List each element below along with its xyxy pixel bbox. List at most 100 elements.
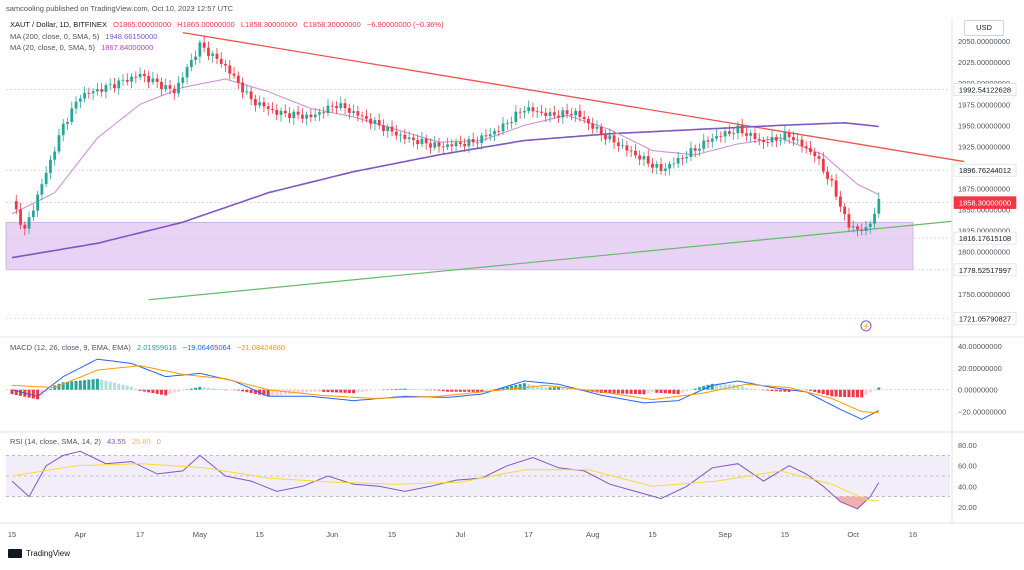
macd-histogram-bar xyxy=(860,389,864,398)
macd-histogram-bar xyxy=(189,388,193,390)
candle-body xyxy=(83,93,86,99)
candle-body xyxy=(548,112,552,116)
macd-histogram-bar xyxy=(633,389,637,395)
candle-body xyxy=(245,91,249,93)
candle-body xyxy=(300,114,304,119)
candle-body xyxy=(587,118,590,124)
candle-body xyxy=(749,133,753,136)
macd-histogram-bar xyxy=(800,389,804,391)
time-axis-tick: 16 xyxy=(909,530,917,539)
candle-body xyxy=(796,139,800,141)
macd-histogram-bar xyxy=(638,389,642,395)
rsi-ma-line xyxy=(11,463,879,502)
macd-histogram-bar xyxy=(262,389,266,396)
macd-histogram-bar xyxy=(19,389,23,396)
ma20-label: MA (20, close, 0, SMA, 5) xyxy=(10,43,96,52)
candle-body xyxy=(787,132,791,138)
candle-body xyxy=(292,111,296,119)
macd-histogram-bar xyxy=(300,389,304,393)
candle-body xyxy=(689,148,693,157)
macd-histogram-bar xyxy=(296,389,300,394)
support-trendline xyxy=(148,220,952,301)
candle-body xyxy=(446,144,449,148)
macd-histogram-bar xyxy=(510,385,514,390)
candle-body xyxy=(232,73,236,76)
macd-histogram-bar xyxy=(31,389,35,399)
candle-body xyxy=(745,133,748,136)
candle-body xyxy=(693,148,697,151)
time-axis-tick: Aug xyxy=(586,530,599,539)
candle-body xyxy=(296,111,300,115)
macd-histogram-bar xyxy=(339,389,343,393)
macd-histogram-bar xyxy=(309,389,313,392)
macd-histogram-bar xyxy=(604,389,608,394)
macd-histogram-bar xyxy=(565,388,569,390)
time-axis-tick: Jul xyxy=(456,530,466,539)
price-axis-tick: 1975.00000000 xyxy=(958,100,1010,109)
macd-histogram-bar xyxy=(501,387,505,390)
time-axis-tick: 17 xyxy=(136,530,144,539)
macd-histogram-bar xyxy=(369,389,373,391)
candle-body xyxy=(31,210,35,218)
candle-body xyxy=(121,79,125,81)
macd-histogram-bar xyxy=(813,389,817,392)
macd-histogram-bar xyxy=(10,389,14,395)
macd-histogram-bar xyxy=(599,389,603,394)
candle-body xyxy=(642,156,646,160)
candle-body xyxy=(736,125,740,134)
macd-histogram-bar xyxy=(420,389,424,391)
macd-histogram-bar xyxy=(177,389,181,392)
candle-body xyxy=(838,196,842,207)
footer-brand[interactable]: TradingView xyxy=(8,549,70,558)
candle-body xyxy=(283,110,287,114)
candle-body xyxy=(61,123,65,136)
currency-button[interactable]: USD xyxy=(964,20,1004,36)
candle-body xyxy=(557,115,560,118)
candle-body xyxy=(258,102,262,106)
candle-body xyxy=(437,142,441,147)
candle-body xyxy=(732,133,736,134)
candle-body xyxy=(762,140,765,143)
candle-body xyxy=(608,135,612,140)
macd-histogram-bar xyxy=(83,380,87,390)
candle-body xyxy=(224,63,227,66)
candle-body xyxy=(864,227,868,231)
price-level-label: 1778.52517997 xyxy=(959,266,1011,275)
candle-body xyxy=(851,226,855,228)
macd-histogram-bar xyxy=(360,389,364,392)
macd-histogram-bar xyxy=(253,389,257,394)
price-axis-tick: 2050.00000000 xyxy=(958,37,1010,46)
macd-histogram-bar xyxy=(544,387,548,390)
candle-body xyxy=(540,111,543,113)
macd-histogram-bar xyxy=(616,389,620,394)
rsi-axis-tick: 80.00 xyxy=(958,441,977,450)
time-axis-tick: May xyxy=(193,530,207,539)
ma20-line xyxy=(11,78,880,215)
candle-body xyxy=(279,110,283,115)
candle-body xyxy=(655,164,659,168)
macd-histogram-bar xyxy=(241,389,245,392)
macd-histogram-bar xyxy=(100,379,104,390)
candle-body xyxy=(518,111,522,113)
macd-histogram-bar xyxy=(326,389,330,393)
candle-body xyxy=(595,126,599,129)
macd-label: MACD (12, 26, close, 9, EMA, EMA) xyxy=(10,343,131,352)
candle-body xyxy=(463,144,467,147)
macd-histogram-bar xyxy=(433,389,437,391)
candle-body xyxy=(125,79,129,82)
macd-histogram-bar xyxy=(279,389,283,395)
candle-body xyxy=(454,142,458,147)
ma200-value: 1948.66150000 xyxy=(105,32,158,41)
candle-body xyxy=(160,81,163,90)
macd-histogram-bar xyxy=(843,389,847,398)
macd-histogram-bar xyxy=(206,387,210,390)
time-axis-tick: 15 xyxy=(648,530,656,539)
macd-histogram-bar xyxy=(766,389,770,391)
price-axis-tick: 1850.00000000 xyxy=(958,206,1010,215)
lightning-glyph: ⚡ xyxy=(862,322,870,330)
candle-body xyxy=(326,105,330,114)
lightning-icon xyxy=(860,320,872,332)
time-axis-tick: Apr xyxy=(74,530,86,539)
